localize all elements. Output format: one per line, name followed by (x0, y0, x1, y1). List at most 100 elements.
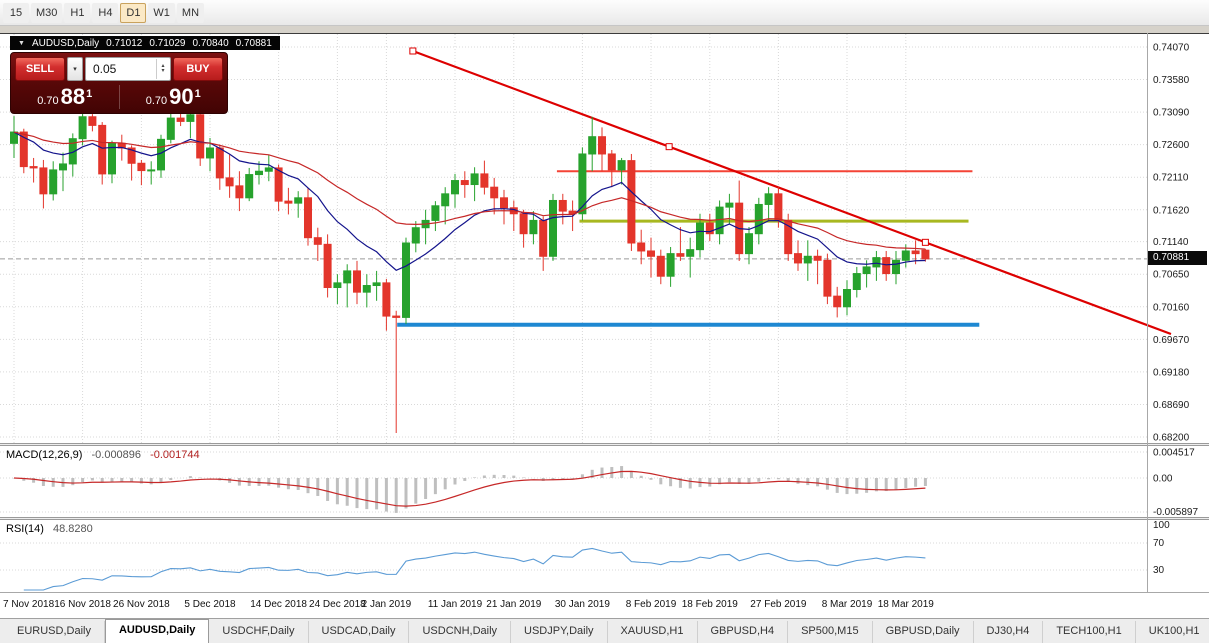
svg-text:0.73580: 0.73580 (1153, 75, 1190, 86)
window-gap (0, 26, 1209, 33)
time-axis-label: 2 Jan 2019 (361, 599, 412, 610)
volume-value: 0.05 (93, 62, 117, 76)
timeframe-button-w1[interactable]: W1 (148, 2, 175, 23)
time-axis-label: 24 Dec 2018 (309, 599, 366, 610)
macd-signal-value: -0.001744 (150, 449, 200, 461)
chart-tab-sp500-m15[interactable]: SP500,M15 (788, 621, 873, 643)
chart-title-bar: ▼ AUDUSD,Daily 0.71012 0.71029 0.70840 0… (10, 36, 280, 50)
svg-text:30: 30 (1153, 565, 1165, 576)
time-axis-label: 26 Nov 2018 (113, 599, 170, 610)
time-axis-label: 18 Feb 2019 (681, 599, 738, 610)
time-axis[interactable]: 7 Nov 2018 16 Nov 2018 26 Nov 2018 5 Dec 20… (0, 593, 1147, 618)
one-click-trading-panel: SELL ▾ 0.05 ▴ ▾ BUY 0.70881 0.70901 (10, 52, 228, 114)
time-axis-label: 21 Jan 2019 (486, 599, 542, 610)
chart-tab-usdcnh-daily[interactable]: USDCNH,Daily (409, 621, 512, 643)
bid-price-prefix: 0.70 (37, 95, 59, 107)
chart-tab-usdchf-daily[interactable]: USDCHF,Daily (209, 621, 309, 643)
chart-tab-usdjpy-daily[interactable]: USDJPY,Daily (511, 621, 608, 643)
macd-indicator-chart[interactable]: 0.004517 0.00 -0.005897 (0, 446, 1209, 517)
trade-panel-controls: SELL ▾ 0.05 ▴ ▾ BUY (11, 53, 227, 83)
time-axis-label: 16 Nov 2018 (54, 599, 111, 610)
panel-splitter[interactable] (0, 443, 1209, 446)
trade-panel-divider (118, 85, 120, 109)
time-axis-label: 14 Dec 2018 (250, 599, 307, 610)
ohlc-high: 0.71029 (149, 37, 186, 49)
chart-menu-icon[interactable]: ▼ (18, 39, 25, 47)
rsi-label: RSI(14) 48.8280 (6, 523, 93, 535)
chart-tab-uk100-h1[interactable]: UK100,H1 (1136, 621, 1209, 643)
timeframe-button-mn[interactable]: MN (176, 2, 205, 23)
svg-text:0.68690: 0.68690 (1153, 400, 1190, 411)
trade-panel-prices: 0.70881 0.70901 (11, 83, 227, 113)
svg-text:0.72600: 0.72600 (1153, 140, 1190, 151)
chart-tab-tech100-h1[interactable]: TECH100,H1 (1043, 621, 1136, 643)
ohlc-close: 0.70881 (235, 37, 272, 49)
timeframe-button-m30[interactable]: M30 (31, 2, 63, 23)
ohlc-low: 0.70840 (192, 37, 229, 49)
svg-text:0.74070: 0.74070 (1153, 43, 1190, 54)
svg-text:0.73090: 0.73090 (1153, 108, 1190, 119)
chart-tab-eurusd-daily[interactable]: EURUSD,Daily (4, 621, 105, 643)
volume-input[interactable]: 0.05 ▴ ▾ (85, 57, 171, 81)
time-axis-label: 8 Mar 2019 (821, 599, 873, 610)
timeframe-button-h4[interactable]: H4 (92, 2, 119, 23)
chart-tab-usdcad-daily[interactable]: USDCAD,Daily (309, 621, 410, 643)
chart-tab-gbpusd-h4[interactable]: GBPUSD,H4 (698, 621, 789, 643)
svg-text:0.72110: 0.72110 (1153, 173, 1189, 184)
ohlc-open: 0.71012 (106, 37, 143, 49)
time-axis-label: 5 Dec 2018 (184, 599, 236, 610)
svg-text:0.00: 0.00 (1153, 474, 1173, 485)
panel-splitter[interactable] (0, 517, 1209, 520)
chevron-down-icon: ▾ (73, 66, 77, 73)
bid-price: 0.70881 (11, 84, 119, 110)
time-axis-label: 7 Nov 2018 (3, 599, 55, 610)
rsi-title: RSI(14) (6, 523, 44, 535)
macd-main-value: -0.000896 (91, 449, 142, 461)
ask-price-point: 1 (194, 88, 201, 100)
chart-tab-bar: EURUSD,Daily AUDUSD,Daily USDCHF,Daily USDC… (0, 618, 1209, 643)
svg-text:100: 100 (1153, 520, 1170, 531)
rsi-value: 48.8280 (52, 523, 93, 535)
svg-text:0.71140: 0.71140 (1153, 237, 1189, 248)
ask-price-pips: 90 (169, 84, 194, 109)
time-axis-label: 30 Jan 2019 (554, 599, 610, 610)
timeframe-button-15[interactable]: 15 (3, 2, 29, 23)
volume-spinner[interactable]: ▴ ▾ (156, 59, 169, 79)
macd-label: MACD(12,26,9) -0.000896 -0.001744 (6, 449, 200, 461)
time-axis-label: 8 Feb 2019 (625, 599, 677, 610)
macd-title: MACD(12,26,9) (6, 449, 83, 461)
svg-text:0.69180: 0.69180 (1153, 367, 1190, 378)
time-axis-label: 11 Jan 2019 (427, 599, 483, 610)
rsi-indicator-chart[interactable]: 100 70 30 (0, 520, 1209, 592)
spinner-down-icon[interactable]: ▾ (161, 68, 165, 74)
chart-tab-dj30-h4[interactable]: DJ30,H4 (974, 621, 1044, 643)
timeframe-button-d1[interactable]: D1 (120, 2, 147, 23)
sell-button[interactable]: SELL (15, 57, 65, 81)
axis-divider (0, 592, 1209, 593)
ask-price-prefix: 0.70 (145, 95, 168, 107)
svg-text:0.71620: 0.71620 (1153, 205, 1190, 216)
svg-text:0.70160: 0.70160 (1153, 302, 1190, 313)
svg-text:0.70650: 0.70650 (1153, 270, 1190, 281)
chart-tab-gbpusd-daily[interactable]: GBPUSD,Daily (873, 621, 974, 643)
buy-button[interactable]: BUY (173, 57, 223, 81)
chart-tab-audusd-daily[interactable]: AUDUSD,Daily (104, 619, 210, 643)
timeframe-toolbar: 15 M30 H1 H4 D1 W1 MN (0, 0, 1209, 26)
svg-text:-0.005897: -0.005897 (1153, 507, 1198, 517)
svg-text:0.004517: 0.004517 (1153, 448, 1195, 459)
spinner-up-icon[interactable]: ▴ (161, 63, 165, 69)
svg-text:0.68200: 0.68200 (1153, 433, 1190, 444)
volume-dropdown-button[interactable]: ▾ (67, 57, 83, 81)
price-axis-separator (1147, 33, 1148, 593)
time-axis-label: 18 Mar 2019 (877, 599, 934, 610)
ask-price: 0.70901 (120, 84, 228, 110)
timeframe-button-h1[interactable]: H1 (64, 2, 91, 23)
chart-symbol-label: AUDUSD,Daily (31, 37, 100, 49)
chart-tab-xauusd-h1[interactable]: XAUUSD,H1 (608, 621, 698, 643)
time-axis-label: 27 Feb 2019 (750, 599, 807, 610)
svg-text:0.69670: 0.69670 (1153, 335, 1190, 346)
svg-text:70: 70 (1153, 538, 1165, 549)
bid-price-pips: 88 (60, 84, 86, 109)
bid-price-point: 1 (86, 88, 93, 100)
current-price-badge: 0.70881 (1148, 250, 1207, 265)
